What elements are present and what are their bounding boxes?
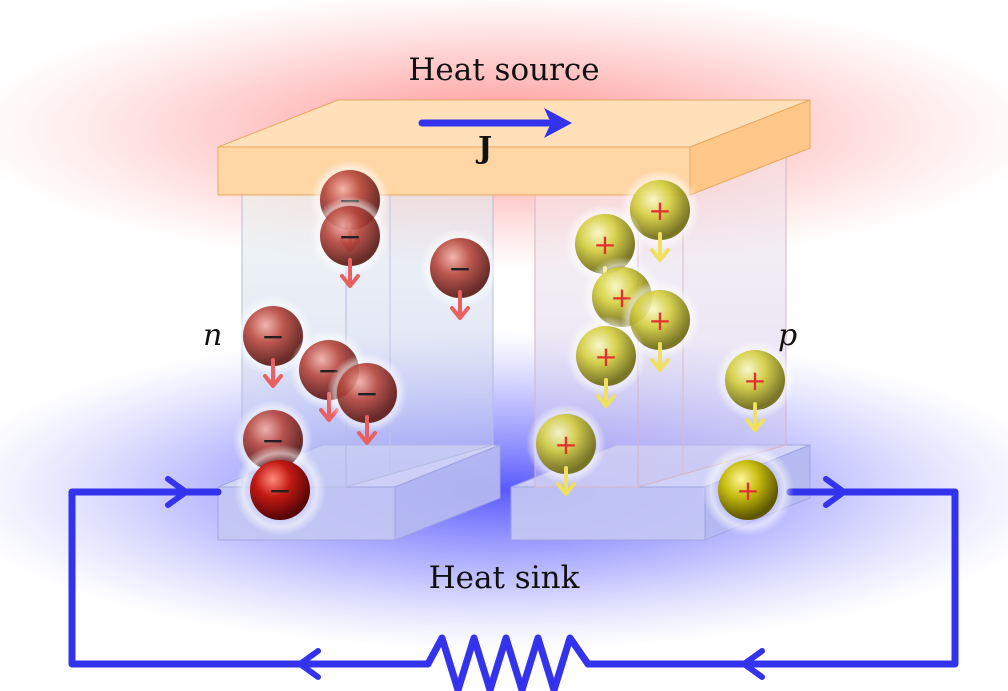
electron-drift-arrowhead: [357, 431, 377, 445]
hole-sign: +: [593, 228, 616, 261]
heat-sink-label: Heat sink: [428, 560, 580, 596]
hole-sphere: [630, 180, 690, 240]
hole-carrier: +: [526, 404, 606, 496]
resistor-icon: [424, 634, 592, 691]
hole-drift-arrowhead: [596, 394, 616, 408]
electron-carrier: −: [327, 353, 407, 445]
hole-drift-arrowhead: [556, 482, 576, 496]
hole-sign: +: [648, 194, 671, 227]
hole-carrier: +: [702, 444, 794, 536]
hole-drift-arrowhead: [745, 418, 765, 432]
electron-carrier: −: [234, 444, 326, 536]
hole-sign: +: [648, 304, 671, 337]
electron-sphere: [243, 306, 303, 366]
electron-drift-arrowhead: [263, 374, 283, 388]
hole-carriers: ++++++++: [526, 170, 795, 536]
electron-sign: −: [355, 377, 378, 410]
hole-sphere: [630, 290, 690, 350]
hole-sign: +: [736, 474, 759, 507]
hole-sphere: [576, 326, 636, 386]
electron-carrier: −: [420, 228, 500, 320]
hole-sign: +: [594, 340, 617, 373]
heat-source-label: Heat source: [408, 52, 600, 88]
hole-carrier: +: [620, 280, 700, 372]
hole-drift-arrowhead: [650, 358, 670, 372]
current-arrow: [418, 108, 572, 138]
electron-sign: −: [268, 474, 291, 507]
electron-sign: −: [261, 320, 284, 353]
circuit-wire: [68, 488, 959, 668]
p-type-label: p: [778, 318, 798, 353]
hole-sphere: [718, 460, 778, 520]
hole-sign: +: [743, 364, 766, 397]
hole-sign: +: [554, 428, 577, 461]
hole-carrier: +: [566, 316, 646, 408]
electron-sign: −: [448, 252, 471, 285]
hole-sphere: [725, 350, 785, 410]
electron-carriers: −−−−−−−−: [233, 160, 500, 536]
hot-plate: [217, 99, 811, 196]
hole-carrier: +: [715, 340, 795, 432]
wire-arrowheads: [165, 476, 847, 680]
n-type-label: n: [203, 318, 223, 353]
electron-drift-arrowhead: [340, 274, 360, 288]
electron-carrier: −: [310, 196, 390, 288]
electron-sphere: [430, 238, 490, 298]
electron-sign: −: [338, 220, 361, 253]
electron-sphere: [320, 206, 380, 266]
electron-drift-arrowhead: [450, 306, 470, 320]
hole-sphere: [536, 414, 596, 474]
electron-sphere: [337, 363, 397, 423]
current-label: J: [478, 131, 493, 166]
hole-drift-arrowhead: [650, 248, 670, 262]
electron-sphere: [250, 460, 310, 520]
